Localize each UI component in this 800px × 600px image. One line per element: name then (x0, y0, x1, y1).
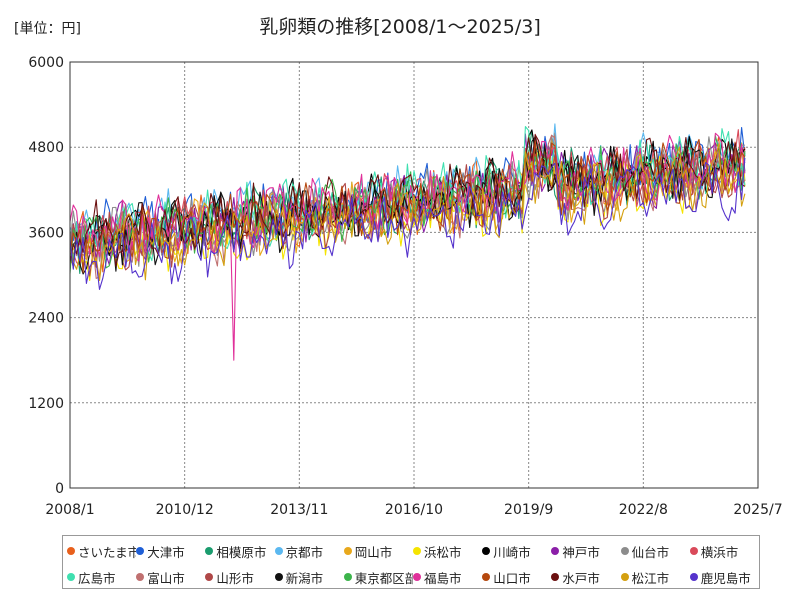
y-tick-label: 6000 (28, 55, 64, 71)
legend-label: 山形市 (216, 570, 254, 586)
legend-marker-icon (412, 573, 421, 581)
legend-marker-icon (482, 547, 491, 555)
y-tick-label: 1200 (28, 396, 64, 412)
legend-label: 京都市 (285, 544, 324, 560)
legend-marker-icon (620, 547, 629, 555)
axis-ticks: 0 1200 2400 3600 4800 6000 2008/1 2010/12 2013/1… (28, 55, 782, 518)
x-tick-label: 2019/9 (504, 502, 553, 518)
legend-marker-icon (620, 573, 629, 581)
y-tick-label: 0 (55, 481, 64, 497)
y-tick-label: 4800 (28, 140, 64, 156)
x-tick-label: 2022/8 (619, 502, 668, 518)
series-line-20 (69, 157, 746, 290)
legend-item: 神戸市 (551, 540, 620, 562)
grid-lines (70, 62, 758, 488)
legend-item: 川崎市 (482, 540, 551, 562)
legend-label: 東京都区部 (354, 570, 413, 586)
unit-label: [単位：円] (14, 21, 81, 37)
legend-marker-icon (136, 573, 145, 581)
x-tick-label: 2025/7 (733, 502, 782, 518)
chart-title: 乳卵類の推移[2008/1～2025/3] (259, 16, 541, 38)
legend-marker-icon (274, 573, 283, 581)
legend-label: 新潟市 (285, 570, 324, 586)
legend-item: 京都市 (274, 540, 344, 562)
legend-item: 東京都区部 (343, 566, 413, 588)
legend-item: 岡山市 (343, 540, 413, 562)
legend-label: 水戸市 (562, 570, 600, 586)
series-line-19 (69, 143, 746, 282)
legend-item: 横浜市 (689, 540, 759, 562)
y-tick-label: 2400 (28, 311, 64, 327)
series-lines (69, 123, 746, 361)
legend-marker-icon (205, 547, 214, 555)
legend-item: 山形市 (205, 566, 274, 588)
legend-item: 鹿児島市 (689, 566, 759, 588)
legend-marker-icon (689, 573, 698, 581)
legend-marker-icon (205, 573, 214, 581)
legend-label: 神戸市 (562, 544, 600, 560)
legend-label: さいたま市 (78, 544, 137, 560)
legend-marker-icon (551, 573, 560, 581)
legend-marker-icon (67, 547, 75, 555)
legend-label: 岡山市 (354, 544, 393, 560)
x-tick-label: 2010/12 (156, 502, 214, 518)
legend-label: 相模原市 (216, 544, 267, 560)
plot-frame (69, 61, 759, 489)
legend-label: 広島市 (78, 570, 116, 586)
legend-marker-icon (551, 547, 560, 555)
legend-item: 福島市 (412, 566, 482, 588)
x-tick-label: 2008/1 (45, 502, 94, 518)
legend-label: 福島市 (423, 570, 462, 586)
legend-label: 川崎市 (493, 544, 531, 560)
legend-label: 鹿児島市 (700, 570, 751, 586)
legend-marker-icon (412, 547, 421, 555)
legend-item: 新潟市 (274, 566, 344, 588)
legend-label: 横浜市 (700, 544, 739, 560)
line-chart: 0 1200 2400 3600 4800 6000 2008/1 2010/12 2013/1… (28, 55, 782, 518)
x-tick-label: 2013/11 (270, 502, 328, 518)
x-tick-label: 2016/10 (385, 502, 443, 518)
legend-label: 山口市 (493, 570, 531, 586)
legend-label: 富山市 (147, 570, 185, 586)
series-line-15 (69, 135, 746, 274)
legend-marker-icon (274, 547, 283, 555)
legend-marker-icon (67, 573, 75, 581)
legend-item: さいたま市 (67, 540, 136, 562)
legend-item: 仙台市 (620, 540, 690, 562)
legend-item: 水戸市 (551, 566, 620, 588)
legend-marker-icon (689, 547, 698, 555)
legend-item: 相模原市 (205, 540, 274, 562)
legend-marker-icon (343, 547, 352, 555)
series-line-18 (69, 134, 746, 267)
legend-item: 広島市 (67, 566, 136, 588)
legend-item: 松江市 (620, 566, 690, 588)
legend-marker-icon (343, 573, 352, 581)
legend-marker-icon (136, 547, 145, 555)
legend-label: 松江市 (631, 570, 670, 586)
legend-label: 仙台市 (631, 544, 670, 560)
legend-label: 浜松市 (423, 544, 462, 560)
y-tick-label: 3600 (28, 225, 64, 241)
legend-label: 大津市 (147, 544, 185, 560)
legend-item: 富山市 (136, 566, 205, 588)
legend: さいたま市 大津市 相模原市 京都市 岡山市 浜松市 川崎市 神戸市 仙台市 横浜市広島市 富山市 山… (62, 535, 760, 589)
legend-item: 浜松市 (412, 540, 482, 562)
legend-marker-icon (482, 573, 491, 581)
legend-item: 山口市 (482, 566, 551, 588)
legend-item: 大津市 (136, 540, 205, 562)
